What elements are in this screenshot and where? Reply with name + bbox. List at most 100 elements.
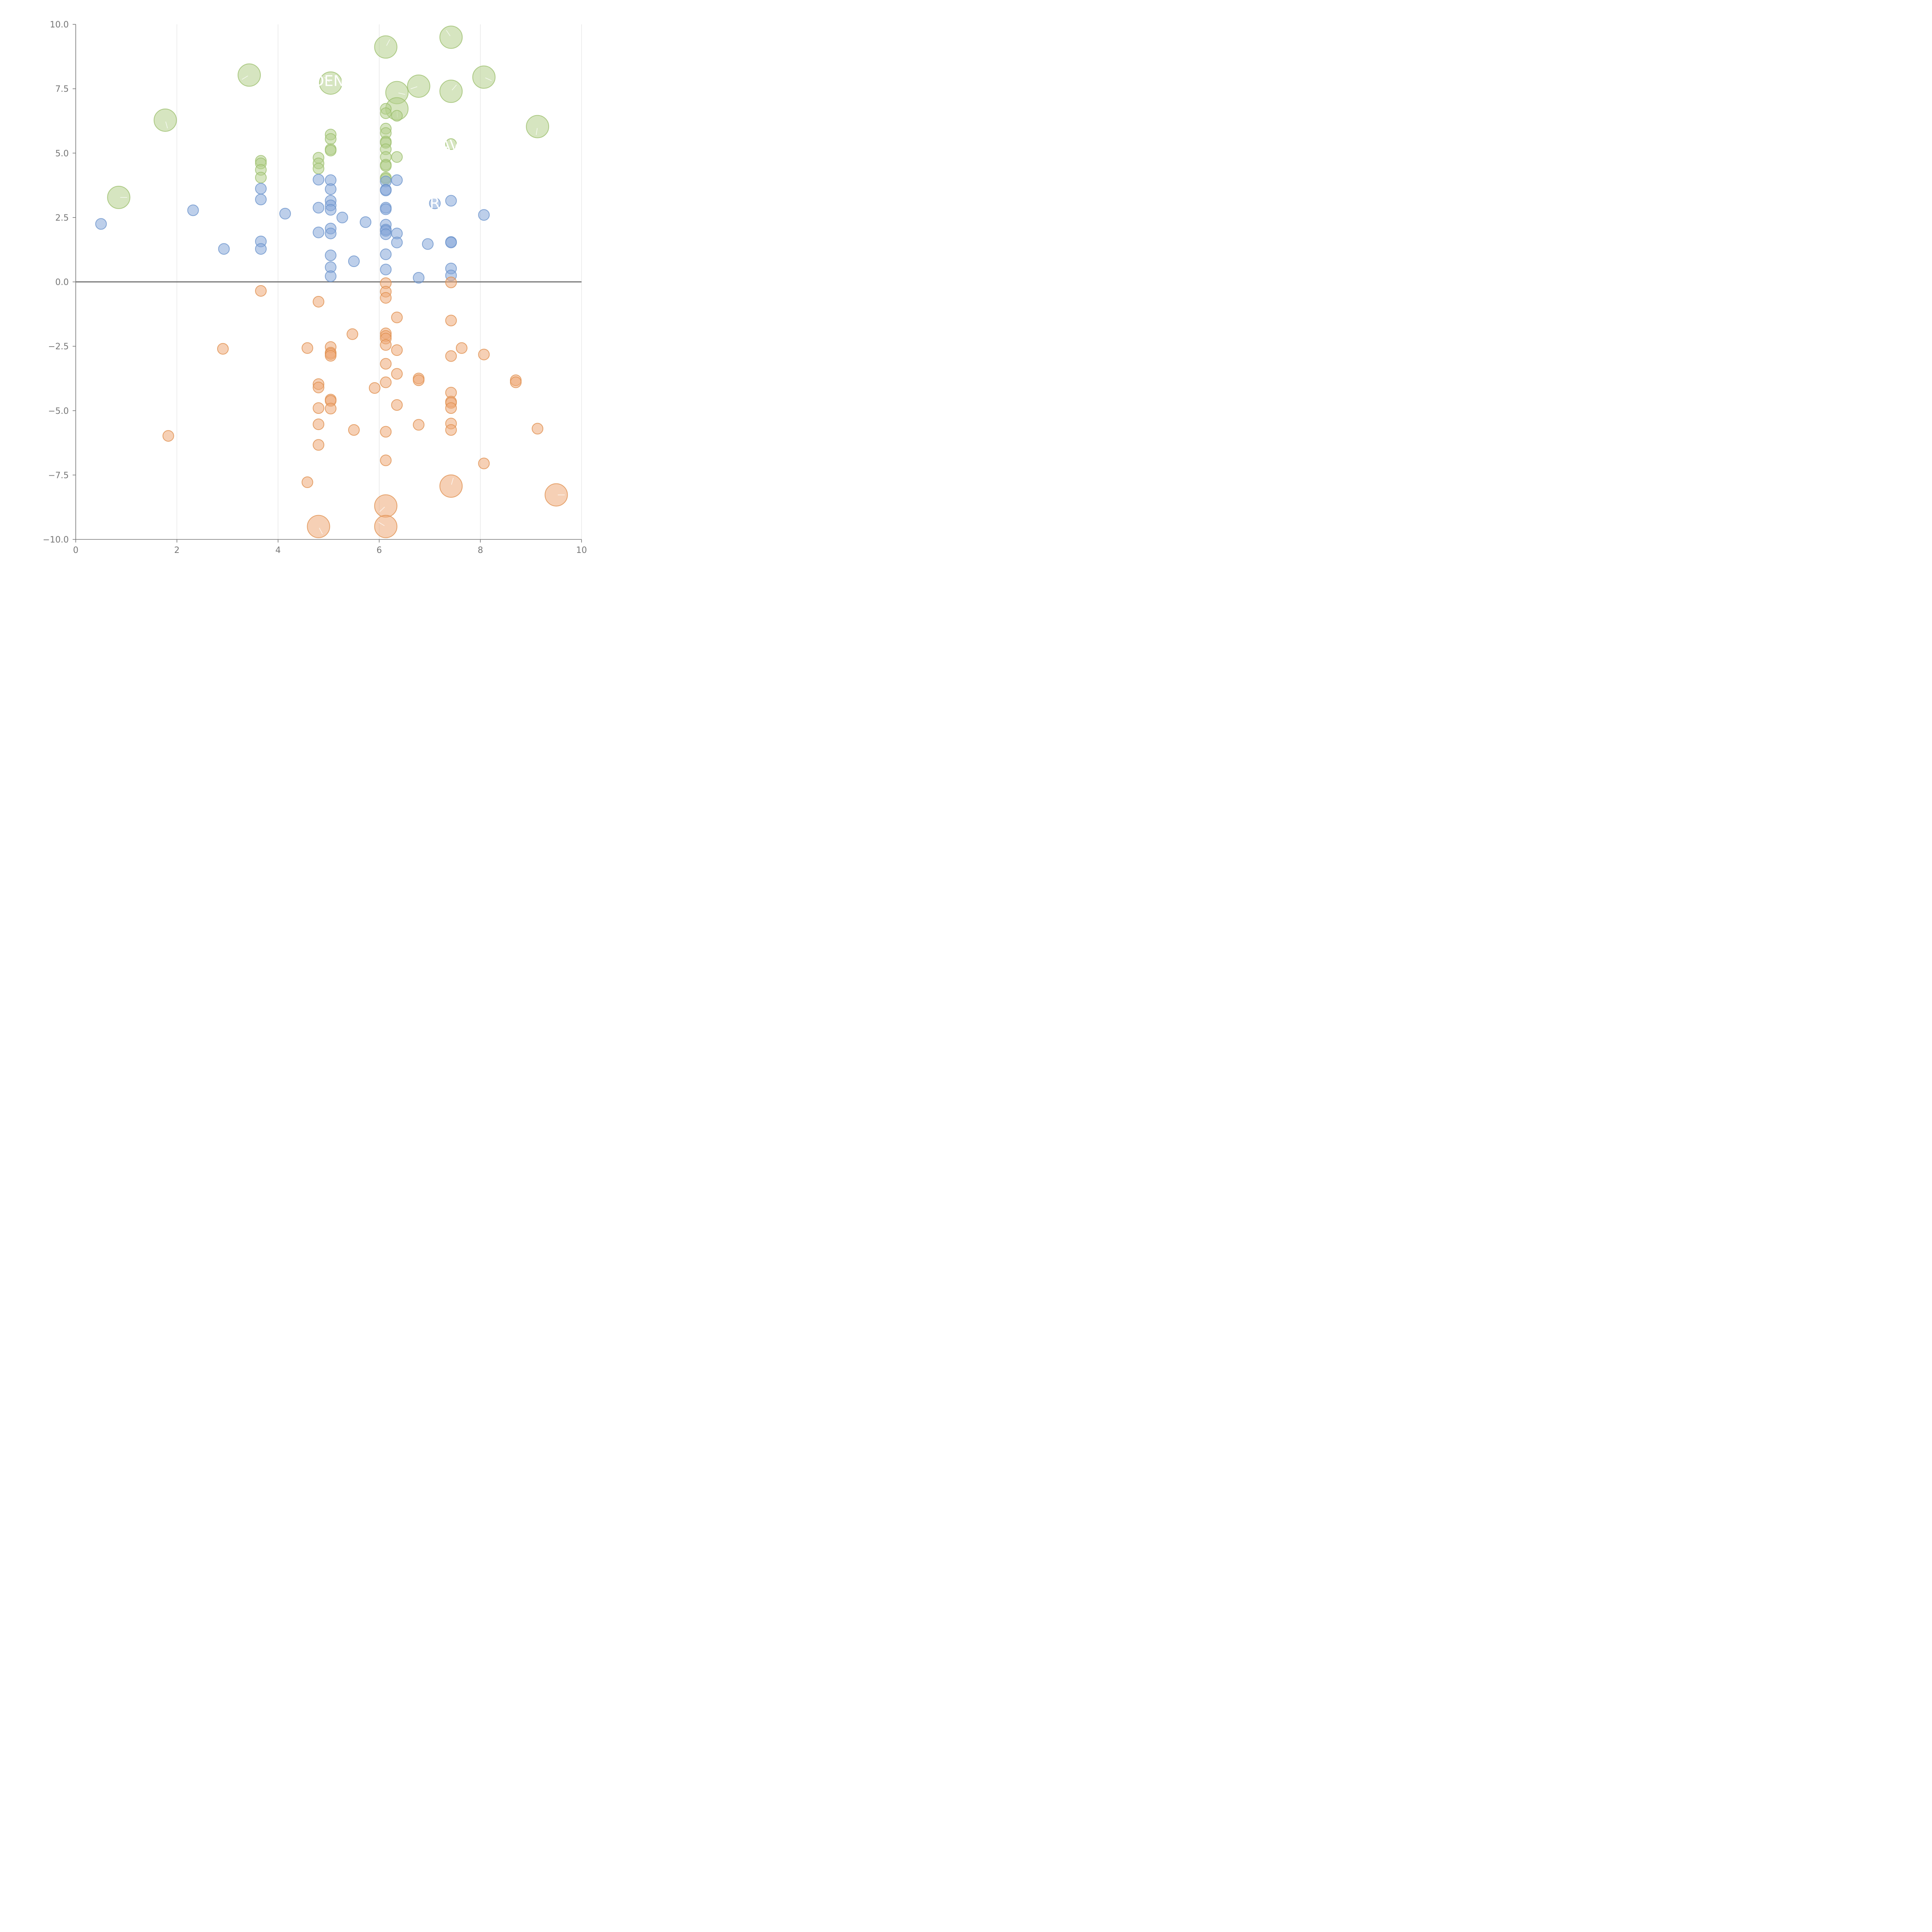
orange-bubble	[413, 374, 425, 386]
orange-bubble	[374, 494, 398, 518]
orange-bubble	[445, 276, 457, 288]
blue-bubble	[348, 255, 360, 267]
bubble-annotation: R	[430, 195, 440, 212]
green-bubble-leader	[242, 75, 248, 80]
green-bubble-leader	[398, 92, 405, 95]
blue-bubble	[336, 211, 348, 223]
orange-bubble	[391, 344, 403, 356]
blue-bubble	[313, 202, 325, 214]
blue-bubble	[380, 184, 392, 196]
green-bubble	[380, 160, 392, 172]
orange-bubble	[439, 474, 463, 498]
orange-bubble	[348, 424, 360, 436]
blue-bubble	[218, 243, 230, 255]
y-tick-label: 5.0	[55, 149, 69, 158]
orange-bubble	[313, 418, 325, 430]
blue-bubble	[445, 195, 457, 207]
orange-bubble	[313, 296, 325, 308]
y-tick-label: 2.5	[55, 213, 69, 223]
orange-bubble	[374, 515, 398, 538]
green-bubble-leader	[386, 39, 390, 46]
orange-bubble	[445, 315, 457, 327]
orange-bubble	[532, 423, 544, 435]
blue-bubble	[325, 228, 337, 240]
orange-bubble-leader	[379, 507, 385, 512]
orange-bubble	[391, 399, 403, 411]
orange-bubble	[255, 285, 267, 297]
blue-bubble	[429, 197, 441, 209]
green-bubble-leader	[536, 128, 538, 135]
blue-bubble	[313, 226, 325, 238]
green-bubble	[313, 163, 325, 175]
green-bubble	[439, 26, 463, 49]
orange-bubble	[478, 349, 490, 361]
y-tick-label: 7.5	[55, 85, 69, 94]
x-tick-label: 6	[376, 546, 382, 555]
blue-bubble	[380, 264, 392, 276]
blue-bubble	[325, 204, 337, 216]
x-tick-label: 2	[174, 546, 180, 555]
bubble-annotation: AV	[440, 137, 460, 154]
blue-bubble	[380, 248, 392, 260]
blue-bubble	[445, 236, 457, 248]
orange-bubble-leader	[319, 527, 323, 534]
green-bubble	[325, 145, 337, 156]
orange-bubble	[380, 426, 392, 438]
orange-bubble	[217, 343, 229, 355]
orange-bubble	[456, 342, 468, 354]
orange-bubble	[369, 382, 381, 394]
y-tick-label: −10.0	[43, 535, 69, 545]
orange-bubble	[510, 376, 522, 388]
x-tick-label: 8	[478, 546, 483, 555]
blue-bubble	[255, 183, 267, 195]
orange-bubble	[313, 402, 325, 414]
orange-bubble-leader	[451, 478, 454, 485]
blue-bubble	[422, 238, 434, 250]
orange-bubble	[325, 350, 337, 362]
green-bubble	[107, 185, 131, 209]
blue-bubble	[380, 228, 392, 240]
orange-bubble	[380, 454, 392, 466]
green-bubble	[472, 65, 496, 89]
blue-bubble	[187, 204, 199, 216]
blue-bubble	[325, 270, 337, 282]
orange-bubble	[413, 419, 425, 431]
bubble-chart: 0 2 4 6 8 10 10.0 7.5 5.0 2.5 0.0 −2.5 −5.0 −7.5 −10.0…	[43, 20, 587, 555]
y-tick-label: 10.0	[50, 20, 69, 30]
orange-bubble	[162, 430, 174, 442]
blue-bubble	[279, 207, 291, 219]
tick-labels: 0 2 4 6 8 10 10.0 7.5 5.0 2.5 0.0 −2.5 −5.0 −7.5 −10.0	[43, 20, 587, 555]
green-bubble-leader	[324, 77, 330, 82]
orange-bubble	[380, 292, 392, 304]
blue-bubble	[325, 249, 337, 261]
green-bubble	[407, 74, 430, 98]
blue-bubble	[391, 236, 403, 248]
bubble-annotation: DEN	[313, 73, 345, 90]
orange-bubble	[301, 342, 313, 354]
annotations: DEN AV R	[313, 73, 460, 212]
blue-bubble	[360, 216, 372, 228]
green-bubble-leader	[446, 30, 451, 36]
orange-bubble	[325, 403, 337, 415]
x-tick-label: 0	[73, 546, 78, 555]
orange-bubble	[544, 483, 568, 507]
bubbles	[95, 26, 568, 538]
blue-bubble	[325, 183, 337, 195]
blue-bubble	[413, 272, 425, 284]
y-tick-label: −2.5	[48, 342, 69, 352]
green-bubble-leader	[165, 121, 168, 129]
blue-bubble	[391, 174, 403, 186]
green-bubble	[153, 108, 177, 132]
orange-bubble	[391, 311, 403, 323]
green-bubble	[255, 172, 267, 184]
green-bubble	[439, 80, 463, 103]
green-bubble-leader	[452, 85, 457, 90]
orange-bubble	[445, 350, 457, 362]
orange-bubble	[313, 381, 325, 393]
green-bubble	[374, 35, 398, 59]
orange-bubble	[313, 439, 325, 451]
blue-bubble	[380, 203, 392, 215]
orange-bubble-leader	[378, 522, 385, 526]
blue-bubble	[255, 243, 267, 255]
orange-bubble	[380, 339, 392, 351]
